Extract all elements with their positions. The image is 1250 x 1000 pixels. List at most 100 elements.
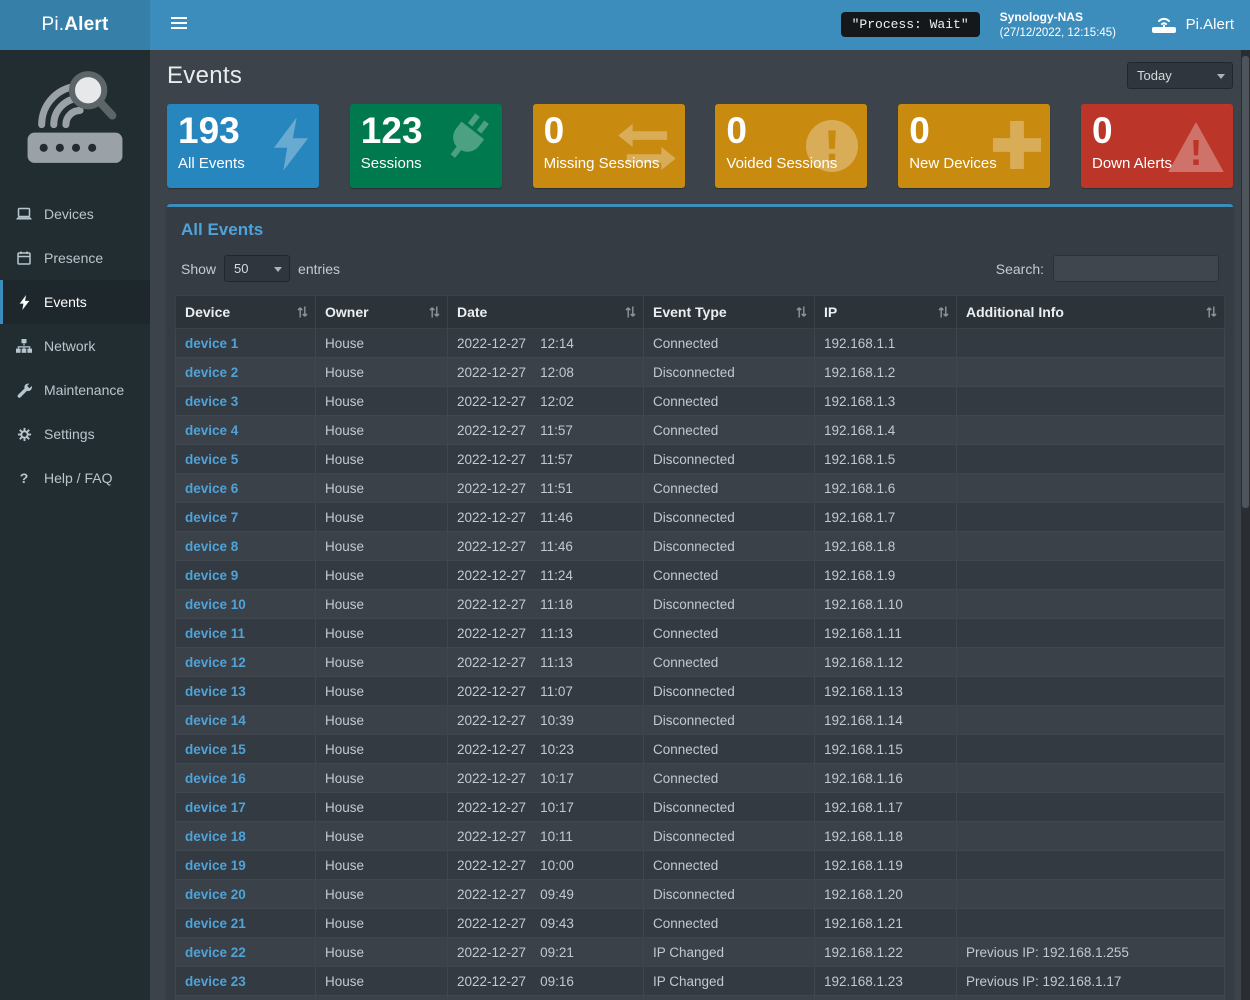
cell-owner: House — [315, 386, 448, 416]
stat-value: 123 — [360, 110, 423, 151]
device-link[interactable]: device 8 — [185, 538, 239, 554]
cell-owner: House — [315, 995, 448, 1000]
app-logo[interactable]: Pi. Alert — [0, 0, 150, 50]
cell-additional-info — [956, 531, 1225, 561]
cell-owner: House — [315, 560, 448, 590]
device-link[interactable]: device 3 — [185, 393, 239, 409]
sidebar-item-events[interactable]: Events — [0, 280, 150, 324]
device-link[interactable]: device 13 — [185, 683, 246, 699]
device-link[interactable]: device 20 — [185, 886, 246, 902]
device-link[interactable]: device 12 — [185, 654, 246, 670]
search-input[interactable] — [1053, 255, 1219, 282]
column-header-owner[interactable]: Owner — [315, 295, 448, 329]
device-link[interactable]: device 9 — [185, 567, 239, 583]
sidebar-item-settings[interactable]: Settings — [0, 412, 150, 456]
event-row: device 15 House 2022-12-27 10:23 Connected 19… — [175, 734, 1225, 764]
app-logo-prefix: Pi. — [41, 14, 65, 35]
sidebar-item-label: Devices — [44, 206, 94, 222]
cell-additional-info: Previous IP: 192.168.1.17 — [956, 966, 1225, 996]
device-link[interactable]: device 2 — [185, 364, 239, 380]
sidebar: Devices Presence Events — [0, 50, 150, 1000]
column-header-device[interactable]: Device — [175, 295, 316, 329]
device-link[interactable]: device 17 — [185, 799, 246, 815]
period-select[interactable]: Today — [1127, 62, 1233, 89]
device-link[interactable]: device 7 — [185, 509, 239, 525]
cell-device: device 9 — [175, 560, 316, 590]
exclamation-circle-icon — [806, 120, 859, 172]
device-link[interactable]: device 5 — [185, 451, 239, 467]
cell-owner: House — [315, 647, 448, 677]
search-label: Search: — [995, 260, 1044, 277]
cell-owner: House — [315, 908, 448, 938]
device-link[interactable]: device 16 — [185, 770, 246, 786]
sidebar-item-presence[interactable]: Presence — [0, 236, 150, 280]
column-header-date[interactable]: Date — [447, 295, 644, 329]
device-link[interactable]: device 22 — [185, 944, 246, 960]
topbar-brand-link[interactable]: Pi.Alert — [1150, 12, 1236, 38]
cell-ip: 192.168.1.2 — [814, 357, 957, 387]
cell-ip: 192.168.1.15 — [814, 734, 957, 764]
stat-card-new-devices[interactable]: 0 New Devices — [898, 104, 1051, 188]
period-filter: Today — [1127, 62, 1233, 89]
cell-event-type: Connected — [643, 618, 815, 648]
sidebar-item-network[interactable]: Network — [0, 324, 150, 368]
cell-additional-info — [956, 908, 1225, 938]
column-header-ip[interactable]: IP — [814, 295, 957, 329]
vertical-scrollbar-track[interactable] — [1241, 50, 1250, 1000]
cell-owner: House — [315, 850, 448, 880]
cell-ip: 192.168.1.21 — [814, 908, 957, 938]
cell-additional-info — [956, 850, 1225, 880]
sidebar-item-label: Events — [44, 294, 87, 310]
cell-event-type: Connected — [643, 328, 815, 358]
cell-owner: House — [315, 589, 448, 619]
device-link[interactable]: device 15 — [185, 741, 246, 757]
column-header-event-type[interactable]: Event Type — [643, 295, 815, 329]
cell-date: 2022-12-27 09:16 — [447, 966, 644, 996]
event-row: device 11 House 2022-12-27 11:13 Connected 19… — [175, 618, 1225, 648]
stat-card-down-alerts[interactable]: 0 Down Alerts — [1080, 104, 1233, 188]
device-link[interactable]: device 18 — [185, 828, 246, 844]
cell-owner: House — [315, 937, 448, 967]
stat-card-sessions[interactable]: 123 Sessions — [349, 104, 502, 188]
cell-event-type: Connected — [643, 560, 815, 590]
cell-ip: 192.168.1.23 — [814, 966, 957, 996]
event-row: device 14 House 2022-12-27 10:39 Disconnecte… — [175, 705, 1225, 735]
sidebar-item-maintenance[interactable]: Maintenance — [0, 368, 150, 412]
table-controls: Show 50 entries Search: — [175, 253, 1225, 295]
device-link[interactable]: device 1 — [185, 335, 239, 351]
device-link[interactable]: device 10 — [185, 596, 246, 612]
cell-ip: 192.168.1.20 — [814, 879, 957, 909]
vertical-scrollbar-thumb[interactable] — [1242, 56, 1249, 508]
sidebar-item-devices[interactable]: Devices — [0, 192, 150, 236]
device-link[interactable]: device 14 — [185, 712, 246, 728]
sidebar-item-label: Presence — [44, 250, 104, 266]
cell-owner: House — [315, 357, 448, 387]
device-link[interactable]: device 6 — [185, 480, 239, 496]
cell-event-type: Disconnected — [643, 676, 815, 706]
sidebar-menu: Devices Presence Events — [0, 192, 150, 500]
sidebar-item-label: Help / FAQ — [44, 470, 113, 486]
device-link[interactable]: device 21 — [185, 915, 246, 931]
stat-card-all-events[interactable]: 193 All Events — [167, 104, 319, 188]
cell-owner: House — [315, 734, 448, 764]
device-link[interactable]: device 23 — [185, 973, 246, 989]
main-content: Events Today 193 All Events 123 Sessions — [150, 50, 1250, 1000]
event-row: device 21 House 2022-12-27 09:43 Connected 19… — [175, 908, 1225, 938]
cell-owner: House — [315, 415, 448, 445]
cell-owner: House — [315, 531, 448, 561]
stat-card-missing-sessions[interactable]: 0 Missing Sessions — [532, 104, 685, 188]
event-row: device 18 House 2022-12-27 10:11 Disconnecte… — [175, 821, 1225, 851]
page-length-select[interactable]: 50 — [224, 255, 291, 282]
device-link[interactable]: device 4 — [185, 422, 239, 438]
sidebar-toggle-button[interactable] — [164, 0, 194, 50]
cell-event-type: Connected — [643, 415, 815, 445]
column-header-additional-info[interactable]: Additional Info — [956, 295, 1225, 329]
device-link[interactable]: device 11 — [185, 625, 246, 641]
sidebar-item-help-faq[interactable]: ? Help / FAQ — [0, 456, 150, 500]
panel-title: All Events — [181, 220, 264, 239]
event-row: device 1 House 2022-12-27 12:14 Connected 192… — [175, 328, 1225, 358]
device-link[interactable]: device 19 — [185, 857, 246, 873]
stat-card-voided-sessions[interactable]: 0 Voided Sessions — [715, 104, 868, 188]
event-row: device 10 House 2022-12-27 11:18 Disconnecte… — [175, 589, 1225, 619]
cell-ip: 192.168.1.8 — [814, 531, 957, 561]
